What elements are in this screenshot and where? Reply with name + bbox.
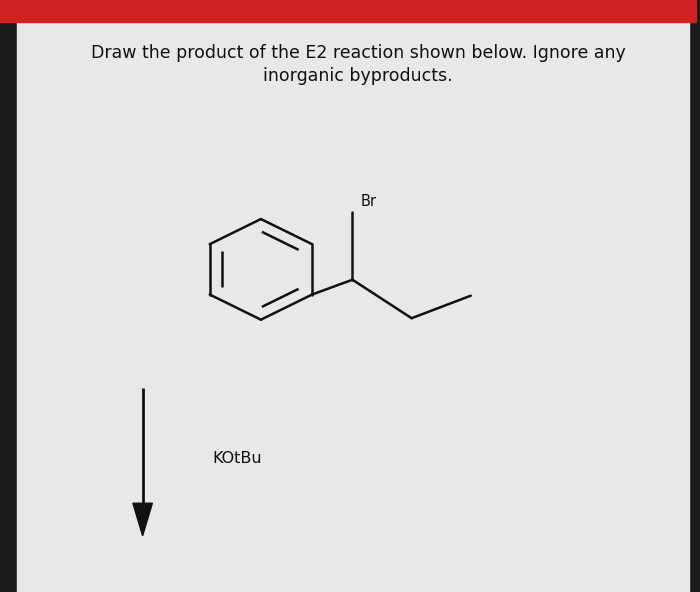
Text: Br: Br (360, 194, 377, 208)
Text: Draw the product of the E2 reaction shown below. Ignore any: Draw the product of the E2 reaction show… (91, 44, 626, 62)
Text: inorganic byproducts.: inorganic byproducts. (263, 67, 453, 85)
Bar (0, 0, 696, 22)
FancyArrow shape (133, 503, 153, 536)
Text: KOtBu: KOtBu (212, 451, 262, 466)
